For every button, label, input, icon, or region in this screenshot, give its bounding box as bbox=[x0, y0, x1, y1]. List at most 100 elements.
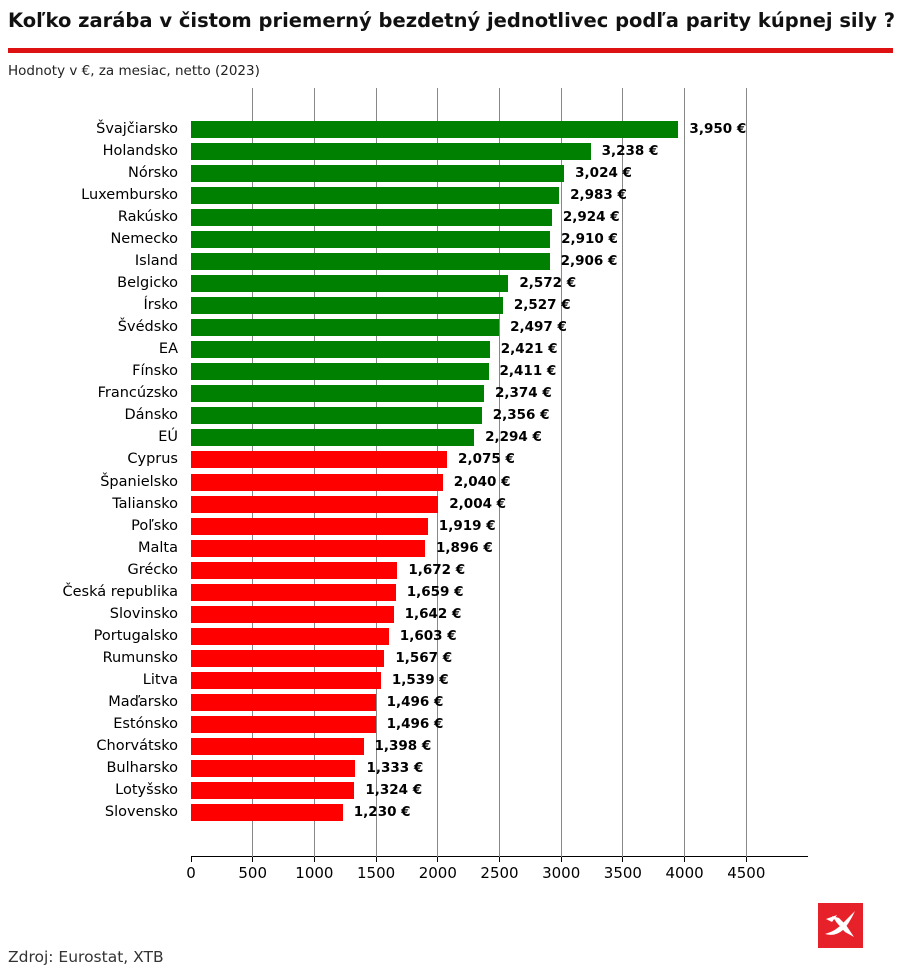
country-label-Malta: Malta bbox=[138, 539, 178, 556]
country-label-Luxembursko: Luxembursko bbox=[81, 187, 178, 204]
x-tick-label-2000: 2000 bbox=[418, 864, 457, 882]
bar-Taliansko bbox=[191, 495, 439, 513]
value-label-Švajčiarsko: 3,950 € bbox=[689, 121, 747, 137]
value-label-Rumunsko: 1,567 € bbox=[395, 649, 453, 666]
x-tick-label-0: 0 bbox=[186, 864, 196, 882]
bar-Írsko bbox=[191, 297, 503, 315]
x-tick-mark-4000 bbox=[684, 857, 686, 862]
x-tick-label-4500: 4500 bbox=[727, 864, 766, 882]
x-tick-mark-0 bbox=[190, 857, 192, 862]
country-label-Chorvátsko: Chorvátsko bbox=[96, 737, 178, 754]
value-label-Fínsko: 2,411 € bbox=[499, 363, 557, 380]
country-label-Maďarsko: Maďarsko bbox=[108, 693, 178, 710]
value-label-Rakúsko: 2,924 € bbox=[562, 209, 620, 226]
gridline-500 bbox=[252, 88, 254, 857]
value-label-Holandsko: 3,238 € bbox=[601, 143, 659, 160]
country-label-Španielsko: Španielsko bbox=[100, 473, 178, 490]
country-label-Belgicko: Belgicko bbox=[117, 275, 178, 292]
country-label-Fínsko: Fínsko bbox=[132, 363, 178, 380]
bar-Estónsko bbox=[191, 715, 376, 733]
value-label-Slovensko: 1,230 € bbox=[353, 803, 411, 820]
gridline-3500 bbox=[622, 88, 624, 857]
country-label-Rumunsko: Rumunsko bbox=[102, 649, 178, 666]
bar-Portugalsko bbox=[191, 627, 389, 645]
value-label-Cyprus: 2,075 € bbox=[458, 451, 515, 468]
value-label-Írsko: 2,527 € bbox=[513, 297, 571, 314]
title-divider-rule bbox=[8, 48, 893, 53]
value-label-Belgicko: 2,572 € bbox=[519, 275, 577, 292]
bar-Maďarsko bbox=[191, 693, 376, 711]
bar-Chorvátsko bbox=[191, 737, 364, 755]
x-tick-mark-4500 bbox=[745, 857, 747, 862]
bar-Švajčiarsko bbox=[191, 121, 679, 138]
value-label-Estónsko: 1,496 € bbox=[386, 715, 444, 732]
gridline-4000 bbox=[684, 88, 686, 857]
x-tick-mark-1000 bbox=[313, 857, 315, 862]
country-label-EA: EA bbox=[158, 341, 178, 358]
value-label-EÚ: 2,294 € bbox=[485, 429, 542, 446]
value-label-Španielsko: 2,040 € bbox=[453, 473, 511, 490]
bar-chart: 0 500 1000 1500 2000 2500 3000 3500 4000 4500 3,95… bbox=[63, 88, 808, 882]
bar-Slovensko bbox=[191, 803, 343, 821]
x-tick-label-2500: 2500 bbox=[480, 864, 519, 882]
country-label-Slovensko: Slovensko bbox=[104, 803, 178, 820]
bar-Belgicko bbox=[191, 275, 509, 293]
gridline-3000 bbox=[560, 88, 562, 857]
gridline-1000 bbox=[313, 88, 315, 857]
x-tick-mark-3000 bbox=[560, 857, 562, 862]
country-label-Dánsko: Dánsko bbox=[124, 407, 178, 424]
gridline-2000 bbox=[437, 88, 439, 857]
x-tick-label-1500: 1500 bbox=[357, 864, 396, 882]
x-tick-label-3500: 3500 bbox=[603, 864, 642, 882]
country-label-Poľsko: Poľsko bbox=[131, 517, 178, 534]
value-label-Nemecko: 2,910 € bbox=[561, 231, 618, 248]
country-label-Slovinsko: Slovinsko bbox=[109, 605, 178, 622]
country-label-Rakúsko: Rakúsko bbox=[117, 209, 178, 226]
value-label-Lotyšsko: 1,324 € bbox=[365, 781, 423, 798]
x-tick-mark-2000 bbox=[437, 857, 439, 862]
country-label-Holandsko: Holandsko bbox=[102, 143, 178, 160]
value-label-Švédsko: 2,497 € bbox=[510, 319, 567, 336]
country-label-Švédsko: Švédsko bbox=[117, 319, 178, 336]
x-tick-label-4000: 4000 bbox=[665, 864, 704, 882]
bar-EÚ bbox=[191, 429, 475, 447]
x-tick-mark-2500 bbox=[499, 857, 500, 862]
page-title: Koľko zarába v čistom priemerný bezdetný… bbox=[8, 9, 896, 32]
xtb-logo-icon bbox=[818, 903, 863, 948]
bar-Island bbox=[191, 253, 550, 271]
value-label-Česká republika: 1,659 € bbox=[406, 583, 464, 600]
country-label-Taliansko: Taliansko bbox=[112, 495, 178, 512]
country-label-Nórsko: Nórsko bbox=[128, 165, 178, 182]
x-tick-mark-500 bbox=[252, 857, 254, 862]
value-label-Malta: 1,896 € bbox=[435, 539, 493, 556]
source-note: Zdroj: Eurostat, XTB bbox=[8, 948, 164, 966]
value-label-Bulharsko: 1,333 € bbox=[366, 759, 424, 776]
bar-Fínsko bbox=[191, 363, 489, 381]
bar-Dánsko bbox=[191, 407, 482, 425]
country-label-Cyprus: Cyprus bbox=[127, 451, 178, 468]
gridline-2500 bbox=[499, 88, 500, 857]
country-label-Bulharsko: Bulharsko bbox=[106, 759, 178, 776]
value-label-Portugalsko: 1,603 € bbox=[399, 627, 457, 644]
value-label-Francúzsko: 2,374 € bbox=[494, 385, 552, 402]
bar-Cyprus bbox=[191, 451, 448, 469]
value-label-Nórsko: 3,024 € bbox=[575, 165, 632, 182]
country-label-EÚ: EÚ bbox=[158, 429, 178, 446]
value-label-Taliansko: 2,004 € bbox=[449, 495, 507, 512]
value-label-Luxembursko: 2,983 € bbox=[570, 187, 627, 204]
value-label-EA: 2,421 € bbox=[500, 341, 558, 358]
bar-Česká republika bbox=[191, 583, 396, 601]
value-label-Dánsko: 2,356 € bbox=[492, 407, 550, 424]
country-label-Litva: Litva bbox=[142, 671, 178, 688]
value-label-Maďarsko: 1,496 € bbox=[386, 693, 444, 710]
bar-Švédsko bbox=[191, 319, 500, 337]
gridline-4500 bbox=[745, 88, 747, 857]
country-label-Lotyšsko: Lotyšsko bbox=[115, 781, 178, 798]
country-label-Švajčiarsko: Švajčiarsko bbox=[96, 121, 178, 137]
bar-Lotyšsko bbox=[191, 781, 355, 799]
bar-Litva bbox=[191, 671, 381, 689]
bar-EA bbox=[191, 341, 490, 359]
x-tick-label-500: 500 bbox=[238, 864, 268, 882]
bar-Rakúsko bbox=[191, 209, 552, 227]
